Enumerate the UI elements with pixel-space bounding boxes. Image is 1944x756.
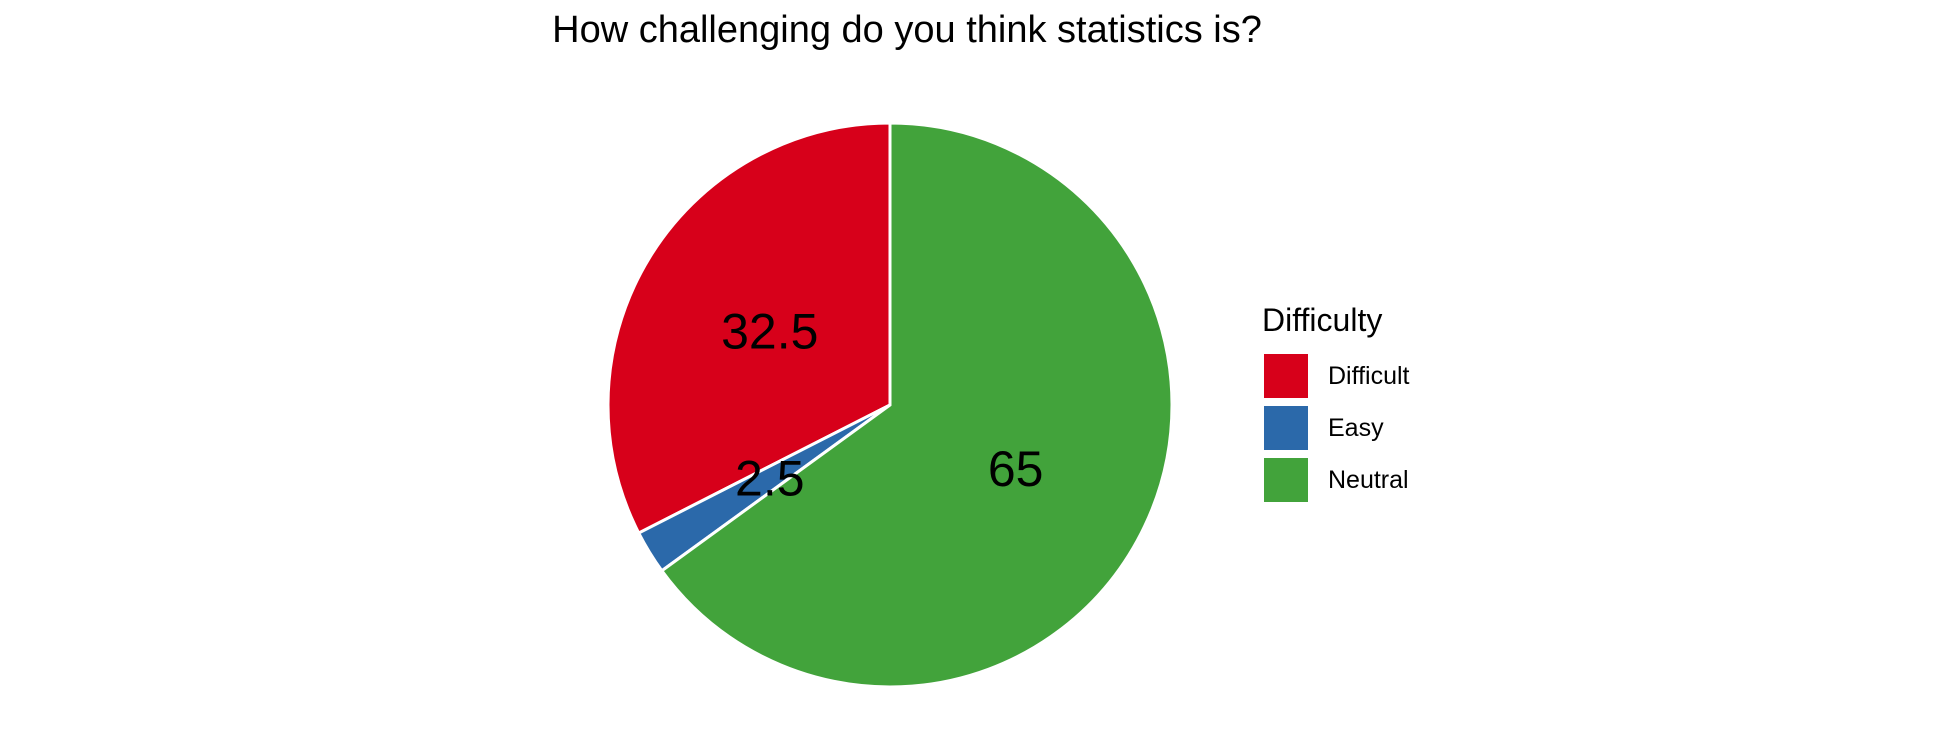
legend-label-neutral: Neutral — [1328, 466, 1409, 494]
legend-items: Difficult Easy Neutral — [1264, 354, 1410, 502]
legend-swatch-neutral — [1264, 458, 1308, 502]
pie-slice-neutral — [659, 121, 1174, 689]
legend: Difficulty Difficult Easy Neutral — [1262, 302, 1410, 502]
pie-slice-label-difficult: 32.5 — [721, 303, 818, 359]
pie-slice-label-neutral: 65 — [988, 441, 1044, 497]
legend-label-difficult: Difficult — [1328, 362, 1410, 390]
chart-title: How challenging do you think statistics … — [552, 9, 1262, 51]
pie-slice-difficult — [606, 121, 892, 536]
legend-title: Difficulty — [1262, 302, 1382, 338]
legend-swatch-difficult — [1264, 354, 1308, 398]
pie-slice-labels: 32.5 2.5 65 — [721, 303, 1043, 506]
legend-label-easy: Easy — [1328, 414, 1384, 442]
legend-swatch-easy — [1264, 406, 1308, 450]
pie-slices — [606, 121, 1174, 689]
pie-slice-label-easy: 2.5 — [735, 451, 805, 507]
